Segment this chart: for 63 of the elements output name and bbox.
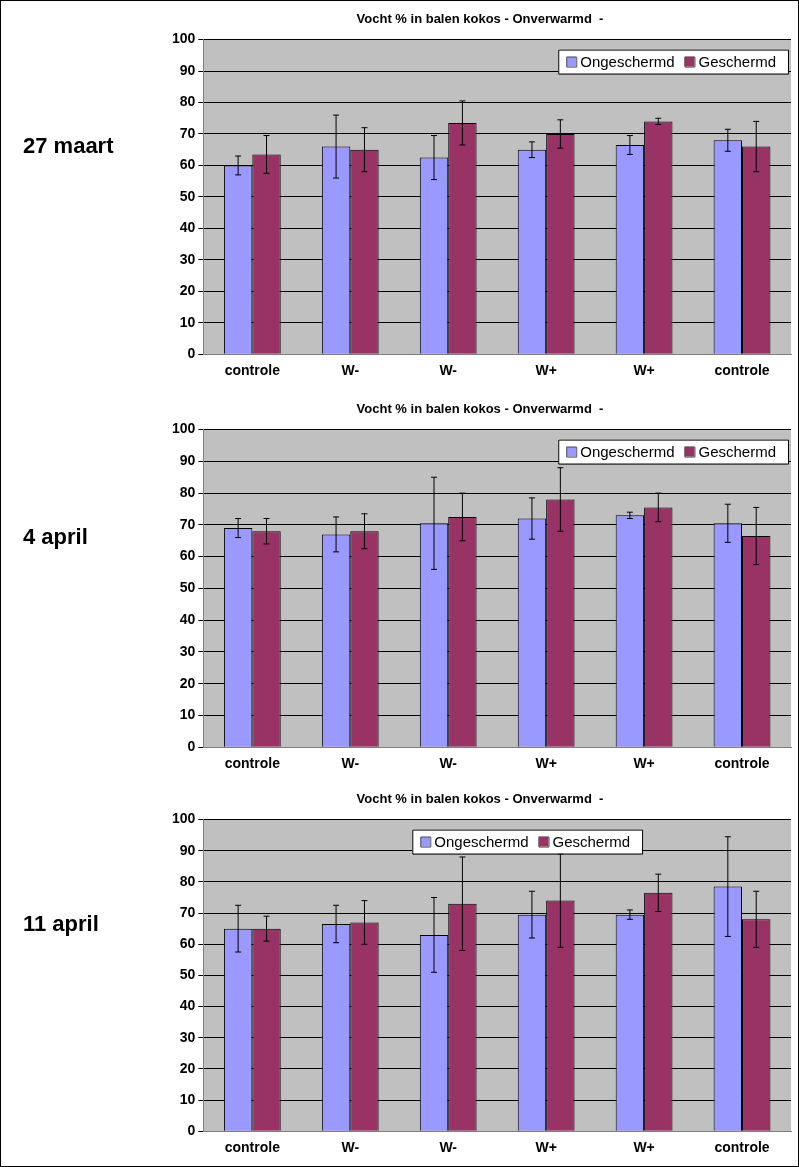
x-tick-label: W- [341,362,360,379]
y-tick-label: 50 [179,966,196,983]
y-tick-label: 80 [179,93,196,110]
x-tick-label: W- [439,755,458,772]
legend-label: Geschermd [698,442,776,460]
y-tick-label: 50 [179,579,196,596]
y-tick-label: 30 [179,642,196,659]
x-tick-label: W- [439,362,458,379]
x-tick-label: W- [341,1139,360,1156]
y-tick-label: 100 [172,810,196,827]
y-tick-label: 30 [179,250,196,267]
y-tick-label: 10 [179,706,196,723]
x-tick-label: W+ [535,362,557,379]
legend-label: Ongeschermd [580,442,675,460]
x-tick-label: controle [714,755,770,772]
y-tick-label: 100 [172,30,196,47]
y-tick-label: 40 [179,219,196,236]
legend-label: Ongeschermd [580,52,675,70]
y-tick-label: 100 [172,420,196,437]
x-tick-label: W- [341,755,360,772]
y-tick-label: 50 [179,187,196,204]
y-tick-label: 80 [179,872,196,889]
y-tick-label: 20 [179,674,196,691]
y-tick-label: 10 [179,1090,196,1107]
x-tick-label: W+ [535,755,557,772]
x-tick-label: W+ [633,755,655,772]
y-tick-label: 70 [179,515,196,532]
y-tick-label: 10 [179,313,196,330]
y-tick-label: 40 [179,611,196,628]
text: 11 april [23,911,99,937]
chart-title: Vocht % in balen kokos - Onverwarmd - [356,791,604,807]
y-tick-label: 90 [179,61,196,78]
x-tick-label: W- [439,1139,458,1156]
y-tick-label: 60 [179,935,196,952]
chart-title: Vocht % in balen kokos - Onverwarmd - [356,11,604,27]
y-tick-label: 80 [179,483,196,500]
y-tick-label: 60 [179,547,196,564]
x-tick-label: controle [714,362,770,379]
text: 4 april [23,524,88,550]
x-tick-label: controle [224,1139,281,1156]
x-tick-label: controle [224,755,281,772]
y-tick-label: 60 [179,156,196,173]
chart-title: Vocht % in balen kokos - Onverwarmd - [356,401,604,417]
text: 27 maart [23,132,115,158]
y-tick-label: 30 [179,1028,196,1045]
x-tick-label: W+ [633,362,655,379]
x-tick-label: controle [714,1139,770,1156]
x-tick-label: controle [224,362,281,379]
y-tick-label: 0 [187,738,196,755]
y-tick-label: 90 [179,841,196,858]
y-tick-label: 20 [179,1059,196,1076]
x-tick-label: W+ [535,1139,557,1156]
y-tick-label: 90 [179,452,196,469]
y-tick-label: 0 [187,1122,196,1139]
x-tick-label: W+ [633,1139,655,1156]
legend-label: Geschermd [698,52,776,70]
y-tick-label: 40 [179,997,196,1014]
legend-label: Ongeschermd [434,832,529,850]
y-tick-label: 0 [187,345,196,362]
y-tick-label: 70 [179,903,196,920]
legend-label: Geschermd [552,832,631,850]
y-tick-label: 20 [179,282,196,299]
y-tick-label: 70 [179,124,196,141]
